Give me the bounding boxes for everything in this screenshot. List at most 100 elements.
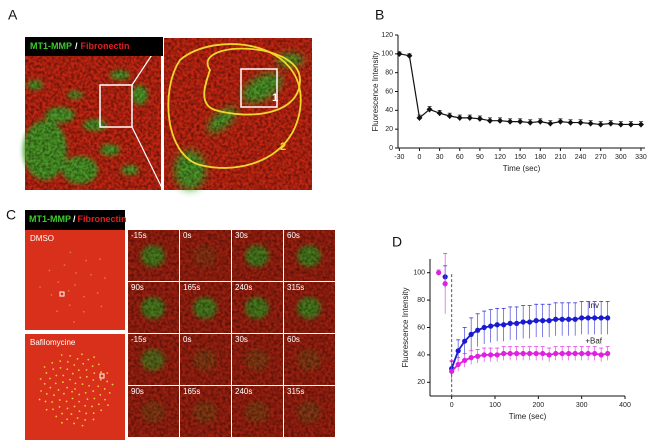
spot	[92, 412, 95, 415]
spot	[82, 310, 85, 313]
spot	[82, 362, 85, 365]
spot	[74, 382, 77, 385]
data-point	[527, 319, 533, 325]
spot	[55, 415, 58, 418]
data-point	[436, 110, 443, 117]
y-axis-label: Fluorescence Intensity	[401, 287, 410, 367]
spot	[58, 399, 61, 401]
y-tick-label: 100	[381, 51, 393, 58]
data-point	[466, 114, 473, 121]
spot	[99, 393, 102, 396]
spot	[66, 368, 69, 371]
data-point	[475, 353, 481, 359]
spot	[51, 401, 54, 403]
data-point	[592, 350, 598, 357]
caption-green: MT1-MMP	[29, 214, 71, 224]
tile-noise	[128, 386, 179, 437]
time-label: 90s	[131, 387, 144, 396]
spot	[38, 398, 41, 401]
time-label: 0s	[183, 231, 191, 240]
spot	[45, 393, 48, 395]
data-point	[396, 50, 403, 57]
spot	[79, 376, 82, 379]
spot	[78, 410, 81, 413]
tile-noise	[128, 334, 179, 385]
series-label: Inv	[588, 301, 599, 310]
data-point	[455, 361, 461, 368]
data-point	[481, 324, 487, 331]
spot	[59, 366, 62, 369]
spot	[81, 353, 83, 356]
data-point	[533, 318, 539, 324]
data-point	[592, 315, 598, 321]
spot	[83, 295, 85, 298]
x-tick-label: 240	[575, 154, 587, 161]
y-tick-label: 60	[417, 324, 425, 331]
selection-box	[59, 291, 65, 297]
y-tick-label: 120	[381, 32, 393, 39]
y-tick-label: 40	[385, 107, 393, 114]
panel-label: D	[392, 234, 402, 250]
spot	[63, 392, 65, 395]
spot	[103, 388, 106, 390]
data-point	[449, 368, 455, 374]
spot	[93, 397, 96, 400]
spot	[81, 424, 84, 427]
caption: MT1-MMP / Fibronectin	[30, 41, 130, 51]
spot	[73, 321, 75, 323]
data-point	[446, 112, 453, 119]
spot	[74, 388, 76, 390]
spot	[85, 375, 88, 378]
spot	[97, 385, 100, 388]
image-a-zoom: 1 2	[164, 38, 312, 190]
spot	[63, 264, 66, 267]
region-label: 2	[280, 141, 286, 153]
series-label: +Baf	[585, 337, 602, 346]
spot	[106, 372, 109, 374]
tile-noise	[180, 230, 231, 281]
spot	[49, 377, 51, 380]
x-axis-label: Time (sec)	[509, 412, 547, 421]
time-label: 240s	[235, 283, 252, 292]
overview-image	[25, 230, 125, 330]
panel-label: A	[8, 7, 18, 23]
data-point	[577, 119, 584, 126]
spot	[66, 407, 69, 410]
data-point	[607, 120, 614, 127]
data-point	[572, 316, 578, 322]
spot	[84, 391, 87, 394]
data-point	[501, 322, 507, 328]
tile-noise	[128, 282, 179, 333]
data-point	[501, 350, 507, 357]
time-label: -15s	[131, 335, 147, 344]
spot	[75, 272, 77, 274]
data-point	[520, 319, 526, 325]
spot	[74, 284, 76, 286]
spot	[111, 383, 114, 386]
data-point	[456, 114, 463, 121]
spot	[67, 289, 70, 292]
tile-noise	[232, 386, 283, 437]
spot	[76, 417, 79, 419]
time-label: 30s	[235, 231, 248, 240]
x-tick-label: 330	[635, 154, 647, 161]
spot	[69, 354, 72, 357]
tile-noise	[128, 230, 179, 281]
spot	[39, 378, 42, 380]
data-point	[559, 350, 565, 357]
time-label: 0s	[183, 335, 191, 344]
data-point	[617, 121, 624, 128]
data-point	[476, 115, 483, 122]
spot	[44, 400, 47, 403]
tile-noise	[180, 282, 231, 333]
data-point	[468, 355, 474, 361]
spot	[78, 393, 81, 396]
spot	[87, 358, 90, 361]
data-point	[605, 350, 611, 357]
spot	[85, 412, 88, 415]
data-point	[585, 315, 591, 321]
spot	[106, 380, 109, 383]
spot	[71, 390, 73, 393]
data-point	[587, 120, 594, 127]
caption-sep: /	[73, 214, 76, 224]
